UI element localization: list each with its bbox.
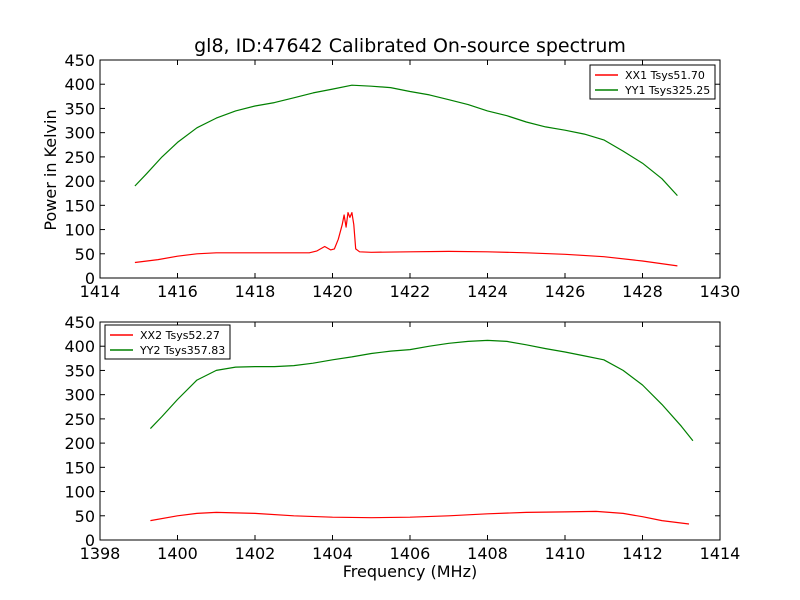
y-tick-label: 450 <box>64 313 95 332</box>
y-tick-label: 350 <box>64 99 95 118</box>
x-tick-label: 1412 <box>622 544 663 563</box>
series-line-red <box>150 510 690 525</box>
y-axis-title: Power in Kelvin <box>41 109 60 230</box>
x-tick-label: 1414 <box>80 282 121 301</box>
y-tick-label: 150 <box>64 196 95 215</box>
y-tick-label: 250 <box>64 410 95 429</box>
y-tick-label: 400 <box>64 337 95 356</box>
y-tick-label: 150 <box>64 458 95 477</box>
y-tick-label: 0 <box>85 269 95 288</box>
x-tick-label: 1402 <box>235 544 276 563</box>
series-line-green <box>134 84 678 197</box>
top-spectrum-panel: 1414 1416 1418 1420 1422 1424 1426 1428 1430 0 50 1… <box>64 51 740 301</box>
y-tick-label: 450 <box>64 51 95 70</box>
y-tick-label: 250 <box>64 148 95 167</box>
x-tick-label: 1404 <box>312 544 353 563</box>
x-tick-label: 1430 <box>700 282 741 301</box>
legend-box <box>104 324 231 360</box>
x-tick-label: 1424 <box>467 282 508 301</box>
x-tick-label: 1428 <box>622 282 663 301</box>
y-tick-label: 0 <box>85 531 95 550</box>
x-tick-label: 1408 <box>467 544 508 563</box>
x-axis-title: Frequency (MHz) <box>343 562 477 581</box>
legend-box <box>589 64 716 100</box>
y-tick-label: 400 <box>64 75 95 94</box>
y-tick-label: 50 <box>75 245 95 264</box>
x-tick-label: 1420 <box>312 282 353 301</box>
y-tick-label: 100 <box>64 221 95 240</box>
y-tick-label: 200 <box>64 172 95 191</box>
y-tick-label: 50 <box>75 507 95 526</box>
x-tick-label: 1418 <box>235 282 276 301</box>
y-tick-label: 300 <box>64 124 95 143</box>
bottom-spectrum-panel: 1398 1400 1402 1404 1406 1408 1410 1412 1414 0 50 1… <box>64 313 740 563</box>
legend: XX2 Tsys52.27 YY2 Tsys357.83 <box>104 324 231 360</box>
x-tick-label: 1398 <box>80 544 121 563</box>
legend-label: YY1 Tsys325.25 <box>624 84 710 97</box>
y-tick-label: 200 <box>64 434 95 453</box>
legend: XX1 Tsys51.70 YY1 Tsys325.25 <box>589 64 716 100</box>
x-tick-label: 1406 <box>390 544 431 563</box>
x-tick-label: 1416 <box>157 282 198 301</box>
figure-title: gl8, ID:47642 Calibrated On-source spect… <box>194 35 626 57</box>
x-tick-label: 1422 <box>390 282 431 301</box>
legend-label: YY2 Tsys357.83 <box>139 344 225 357</box>
x-tick-label: 1400 <box>157 544 198 563</box>
x-tick-label: 1414 <box>700 544 741 563</box>
y-tick-label: 100 <box>64 483 95 502</box>
y-tick-label: 350 <box>64 361 95 380</box>
x-tick-label: 1426 <box>545 282 586 301</box>
series-line-green <box>149 339 694 442</box>
series-line-red <box>134 212 678 267</box>
legend-label: XX2 Tsys52.27 <box>140 329 220 342</box>
y-tick-label: 300 <box>64 386 95 405</box>
legend-label: XX1 Tsys51.70 <box>625 69 705 82</box>
x-tick-label: 1410 <box>545 544 586 563</box>
